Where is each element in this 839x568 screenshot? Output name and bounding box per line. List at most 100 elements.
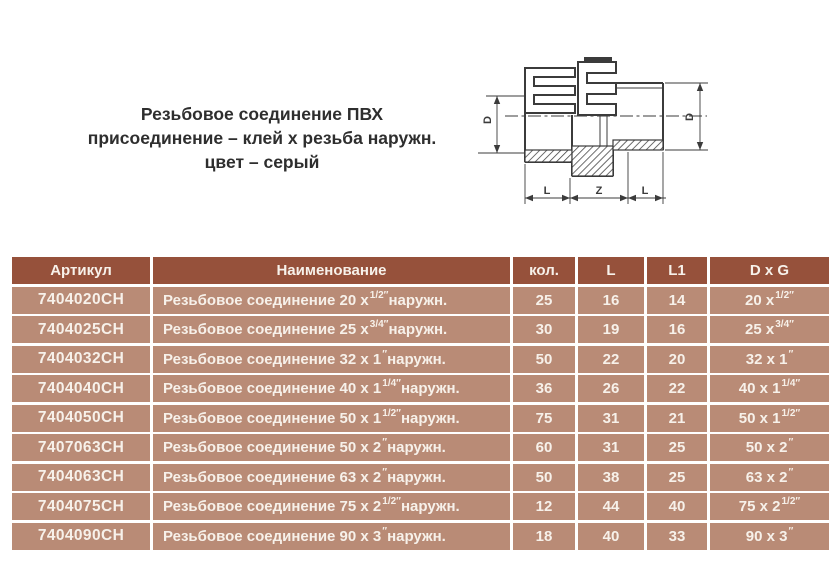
cell-text: 75 x 2 — [738, 498, 781, 515]
name-cell: Резьбовое соединение 20 x 1/2″ наружн. — [153, 286, 510, 314]
qty-cell: 60 — [513, 434, 575, 461]
l-cell: 44 — [578, 493, 644, 520]
l1-cell: 16 — [647, 316, 707, 343]
cell-text: 25 x — [745, 321, 775, 338]
arrowhead — [493, 145, 501, 153]
cell-text: 26 — [602, 380, 620, 397]
dxg-cell: 25 x 3/4″ — [710, 316, 829, 343]
label-z: Z — [596, 185, 603, 197]
cell-text: Резьбовое соединение 32 x 1 — [163, 350, 382, 368]
technical-drawing: D D L Z L — [478, 57, 708, 204]
qty-cell: 75 — [513, 404, 575, 432]
dxg-cell: 90 x 3 ″ — [710, 522, 829, 550]
cell-text: 7404020CH — [37, 291, 125, 308]
cell-text: наружн. — [388, 291, 448, 309]
dxg-cell: 50 x 1 1/2″ — [710, 404, 829, 432]
cell-text: 30 — [535, 321, 553, 338]
article-cell: 7404025CH — [12, 316, 150, 343]
article-cell: 7404090CH — [12, 522, 150, 550]
fraction-superscript: 1/4″ — [382, 378, 401, 389]
cell-text: наружн. — [400, 498, 460, 515]
l1-cell: 33 — [647, 522, 707, 550]
header-quantity: кол. — [513, 257, 575, 284]
name-cell: Резьбовое соединение 75 x 2 1/2″ наружн. — [153, 493, 510, 520]
fraction-superscript: ″ — [788, 348, 794, 360]
header-article: Артикул — [12, 257, 150, 284]
male-end-outline — [616, 82, 664, 150]
cell-text: наружн. — [387, 350, 446, 368]
union-nut-cap — [584, 57, 612, 63]
dxg-cell: 75 x 2 1/2″ — [710, 493, 829, 520]
cell-text: 25 — [668, 439, 686, 456]
cell-text: 25 — [535, 291, 553, 309]
article-cell: 7404040CH — [12, 375, 150, 402]
l1-cell: 21 — [647, 404, 707, 432]
cell-text: 44 — [602, 498, 620, 515]
cell-text: 16 — [602, 291, 620, 309]
cell-text: 19 — [602, 321, 620, 338]
cell-text: Резьбовое соединение 63 x 2 — [163, 468, 382, 486]
label-d-right: D — [684, 113, 696, 121]
dimension-d-left — [478, 95, 525, 154]
cell-text: 40 x 1 — [738, 380, 781, 397]
cell-text: Резьбовое соединение 50 x 1 — [163, 409, 382, 427]
cell-text: 31 — [602, 409, 620, 427]
title-line-2: присоединение – клей х резьба наружн. — [87, 128, 437, 148]
cell-text: 32 x 1 — [745, 350, 788, 368]
union-nut-ribs — [577, 61, 617, 116]
name-cell: Резьбовое соединение 63 x 2 ″ наружн. — [153, 463, 510, 491]
article-cell: 7407063CH — [12, 434, 150, 461]
cell-text: 60 — [535, 439, 553, 456]
fraction-superscript: 1/2″ — [382, 407, 401, 419]
cell-text: 7404063CH — [37, 468, 125, 485]
header-l1: L1 — [647, 257, 707, 284]
l-cell: 16 — [578, 286, 644, 314]
article-cell: 7404032CH — [12, 345, 150, 373]
cell-text: наружн. — [387, 439, 446, 456]
fraction-superscript: 1/2″ — [369, 289, 389, 301]
cell-text: 90 x 3 — [745, 527, 788, 545]
l-cell: 19 — [578, 316, 644, 343]
l1-cell: 40 — [647, 493, 707, 520]
fraction-superscript: ″ — [382, 437, 388, 448]
cell-text: наружн. — [387, 468, 446, 486]
qty-cell: 12 — [513, 493, 575, 520]
dxg-cell: 20 x 1/2″ — [710, 286, 829, 314]
cell-text: 7404032CH — [37, 350, 125, 367]
cell-text: 14 — [668, 291, 686, 309]
cell-text: 50 x 1 — [738, 409, 781, 427]
dxg-cell: 40 x 1 1/4″ — [710, 375, 829, 402]
name-cell: Резьбовое соединение 50 x 2 ″ наружн. — [153, 434, 510, 461]
fraction-superscript: 3/4″ — [775, 319, 794, 330]
cell-text: 33 — [668, 527, 686, 545]
fraction-superscript: ″ — [382, 466, 388, 478]
qty-cell: 18 — [513, 522, 575, 550]
cell-text: Резьбовое соединение 40 x 1 — [163, 380, 382, 397]
l1-cell: 22 — [647, 375, 707, 402]
fraction-superscript: 3/4″ — [369, 319, 389, 330]
fraction-superscript: 1/2″ — [382, 496, 401, 507]
article-cell: 7404050CH — [12, 404, 150, 432]
cell-text: 40 — [602, 527, 620, 545]
fraction-superscript: 1/2″ — [781, 496, 801, 507]
fraction-superscript: ″ — [788, 466, 794, 478]
fraction-superscript: 1/2″ — [775, 289, 794, 301]
cell-text: 12 — [535, 498, 553, 515]
name-cell: Резьбовое соединение 40 x 1 1/4″ наружн. — [153, 375, 510, 402]
cell-text: 7404040CH — [37, 379, 125, 397]
name-cell: Резьбовое соединение 25 x 3/4″ наружн. — [153, 316, 510, 343]
l1-cell: 25 — [647, 434, 707, 461]
l-cell: 31 — [578, 434, 644, 461]
header-l: L — [578, 257, 644, 284]
cell-text: 18 — [535, 527, 553, 545]
label-l-left: L — [544, 185, 551, 197]
cell-text: наружн. — [388, 321, 448, 338]
cell-text: 38 — [602, 468, 620, 486]
fraction-superscript: ″ — [382, 348, 388, 360]
cell-text: 31 — [602, 439, 620, 456]
l1-cell: 25 — [647, 463, 707, 491]
l-cell: 40 — [578, 522, 644, 550]
cell-text: 40 — [668, 498, 686, 515]
qty-cell: 50 — [513, 345, 575, 373]
